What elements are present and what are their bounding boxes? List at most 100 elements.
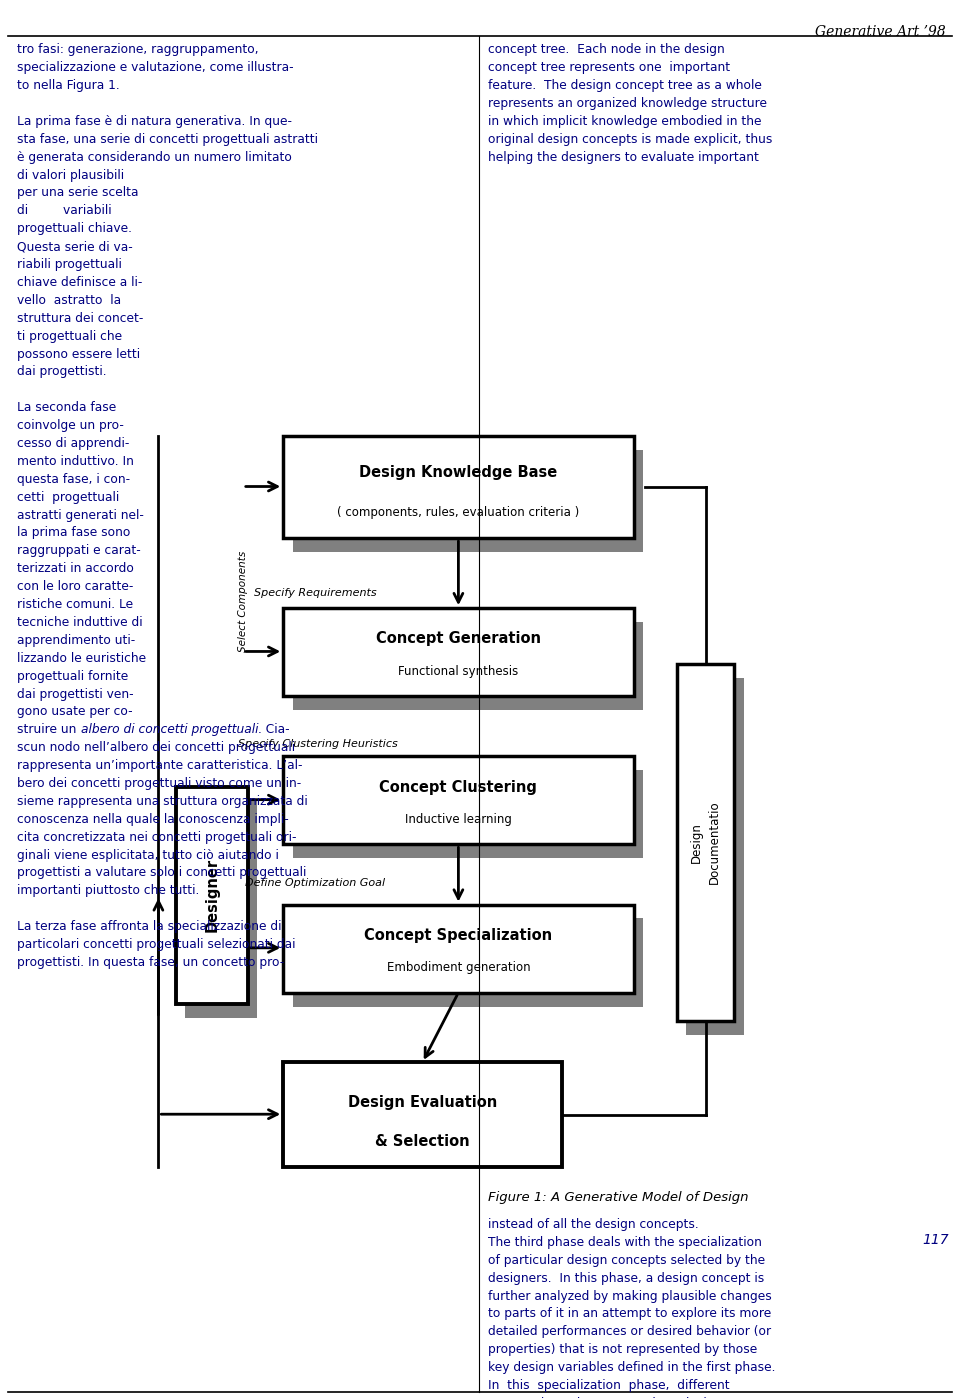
Text: & Selection: & Selection: [375, 1134, 469, 1149]
Text: bero dei concetti progettuali visto come un in-: bero dei concetti progettuali visto come…: [17, 777, 301, 790]
Text: rappresenta un’importante caratteristica. L’al-: rappresenta un’importante caratteristica…: [17, 759, 302, 772]
Text: cetti  progettuali: cetti progettuali: [17, 491, 120, 503]
Text: albero di concetti progettuali: albero di concetti progettuali: [81, 723, 258, 737]
Text: Concept Specialization: Concept Specialization: [365, 928, 552, 942]
Text: apprendimento uti-: apprendimento uti-: [17, 633, 135, 647]
Text: progettuali fornite: progettuali fornite: [17, 670, 129, 682]
Text: to parts of it in an attempt to explore its more: to parts of it in an attempt to explore …: [488, 1307, 771, 1320]
Text: importanti piuttosto che tutti.: importanti piuttosto che tutti.: [17, 885, 200, 898]
Text: Design Evaluation: Design Evaluation: [348, 1095, 497, 1110]
Text: 117: 117: [922, 1233, 948, 1247]
Text: Generative Art ’98: Generative Art ’98: [815, 25, 946, 39]
Text: struttura dei concet-: struttura dei concet-: [17, 312, 144, 324]
Text: gono usate per co-: gono usate per co-: [17, 706, 132, 719]
Text: feature.  The design concept tree as a whole: feature. The design concept tree as a wh…: [488, 80, 761, 92]
Text: Specify Requirements: Specify Requirements: [254, 589, 377, 598]
Text: dai progettisti ven-: dai progettisti ven-: [17, 688, 133, 700]
Bar: [185, 801, 257, 1018]
Text: particolari concetti progettuali selezionati dai: particolari concetti progettuali selezio…: [17, 938, 296, 951]
Text: Inductive learning: Inductive learning: [405, 814, 512, 826]
Text: progettisti. In questa fase, un concetto pro-: progettisti. In questa fase, un concetto…: [17, 956, 284, 969]
Text: struire un: struire un: [17, 723, 81, 737]
Text: conoscenza nella quale la conoscenza impli-: conoscenza nella quale la conoscenza imp…: [17, 812, 289, 826]
Text: progettuali chiave.: progettuali chiave.: [17, 222, 132, 235]
Text: cita concretizzata nei concetti progettuali ori-: cita concretizzata nei concetti progettu…: [17, 830, 297, 843]
Text: Questa serie di va-: Questa serie di va-: [17, 240, 133, 253]
Text: tro fasi: generazione, raggruppamento,: tro fasi: generazione, raggruppamento,: [17, 43, 259, 56]
Text: In  this  specialization  phase,  different: In this specialization phase, different: [488, 1378, 730, 1392]
Text: La seconda fase: La seconda fase: [17, 401, 116, 414]
Text: instead of all the design concepts.: instead of all the design concepts.: [488, 1218, 699, 1230]
Text: Select Components: Select Components: [238, 551, 248, 651]
Text: scun nodo nell’albero dei concetti progettuali: scun nodo nell’albero dei concetti proge…: [17, 741, 296, 754]
Text: dai progettisti.: dai progettisti.: [17, 365, 107, 379]
Bar: [283, 1062, 562, 1167]
Text: raggruppati e carat-: raggruppati e carat-: [17, 544, 141, 558]
Bar: [293, 918, 643, 1007]
Bar: [293, 770, 643, 858]
Text: ristiche comuni. Le: ristiche comuni. Le: [17, 598, 133, 611]
Bar: [283, 436, 634, 538]
Text: ginali viene esplicitata, tutto ciò aiutando i: ginali viene esplicitata, tutto ciò aiut…: [17, 849, 279, 861]
Bar: [293, 622, 643, 710]
Text: questa fase, i con-: questa fase, i con-: [17, 473, 131, 485]
Bar: [176, 787, 248, 1004]
Text: con le loro caratte-: con le loro caratte-: [17, 580, 133, 593]
Text: La prima fase è di natura generativa. In que-: La prima fase è di natura generativa. In…: [17, 115, 292, 127]
Text: per una serie scelta: per una serie scelta: [17, 186, 139, 200]
Text: cesso di apprendi-: cesso di apprendi-: [17, 438, 130, 450]
Text: ti progettuali che: ti progettuali che: [17, 330, 123, 343]
Text: progettisti a valutare solo i concetti progettuali: progettisti a valutare solo i concetti p…: [17, 867, 306, 879]
Text: represents an organized knowledge structure: represents an organized knowledge struct…: [488, 96, 767, 110]
Text: key design variables defined in the first phase.: key design variables defined in the firs…: [488, 1362, 775, 1374]
Text: designers.  In this phase, a design concept is: designers. In this phase, a design conce…: [488, 1272, 764, 1285]
Text: Embodiment generation: Embodiment generation: [387, 962, 530, 974]
Text: specializzazione e valutazione, come illustra-: specializzazione e valutazione, come ill…: [17, 62, 294, 74]
Text: astratti generati nel-: astratti generati nel-: [17, 509, 144, 521]
Text: sta fase, una serie di concetti progettuali astratti: sta fase, una serie di concetti progettu…: [17, 133, 319, 145]
Text: concept tree.  Each node in the design: concept tree. Each node in the design: [488, 43, 725, 56]
Text: original design concepts is made explicit, thus: original design concepts is made explici…: [488, 133, 772, 145]
Text: chiave definisce a li-: chiave definisce a li-: [17, 275, 143, 289]
Text: further analyzed by making plausible changes: further analyzed by making plausible cha…: [488, 1289, 772, 1303]
Text: properties) that is not represented by those: properties) that is not represented by t…: [488, 1343, 756, 1356]
Text: Functional synthesis: Functional synthesis: [398, 665, 518, 678]
Text: ( components, rules, evaluation criteria ): ( components, rules, evaluation criteria…: [337, 506, 580, 519]
Text: Figure 1: A Generative Model of Design: Figure 1: A Generative Model of Design: [488, 1191, 748, 1204]
Bar: [283, 608, 634, 696]
Text: lizzando le euristiche: lizzando le euristiche: [17, 651, 147, 664]
Text: di valori plausibili: di valori plausibili: [17, 169, 125, 182]
Text: Design
Documentatio: Design Documentatio: [690, 801, 721, 884]
Bar: [293, 450, 643, 552]
Bar: [283, 905, 634, 993]
Text: sieme rappresenta una struttura organizzata di: sieme rappresenta una struttura organizz…: [17, 795, 308, 808]
Text: detailed performances or desired behavior (or: detailed performances or desired behavio…: [488, 1325, 771, 1338]
Text: possono essere letti: possono essere letti: [17, 348, 140, 361]
Text: è generata considerando un numero limitato: è generata considerando un numero limita…: [17, 151, 292, 164]
Text: . Cia-: . Cia-: [258, 723, 290, 737]
Text: Design Knowledge Base: Design Knowledge Base: [359, 466, 558, 481]
Text: helping the designers to evaluate important: helping the designers to evaluate import…: [488, 151, 758, 164]
Text: Designer: Designer: [204, 858, 219, 932]
Text: Concept Generation: Concept Generation: [376, 632, 540, 646]
Bar: [686, 678, 744, 1035]
Text: Specify Clustering Heuristics: Specify Clustering Heuristics: [238, 740, 397, 749]
Text: of particular design concepts selected by the: of particular design concepts selected b…: [488, 1254, 765, 1267]
Text: terizzati in accordo: terizzati in accordo: [17, 562, 134, 575]
Bar: [677, 664, 734, 1021]
Text: coinvolge un pro-: coinvolge un pro-: [17, 419, 124, 432]
Text: Define Optimization Goal: Define Optimization Goal: [245, 878, 385, 888]
Text: vello  astratto  la: vello astratto la: [17, 294, 121, 306]
Text: riabili progettuali: riabili progettuali: [17, 259, 122, 271]
Bar: [283, 756, 634, 844]
Text: la prima fase sono: la prima fase sono: [17, 527, 131, 540]
Text: di         variabili: di variabili: [17, 204, 112, 217]
Text: Concept Clustering: Concept Clustering: [379, 780, 538, 794]
Text: to nella Figura 1.: to nella Figura 1.: [17, 80, 120, 92]
Text: The third phase deals with the specialization: The third phase deals with the specializ…: [488, 1236, 761, 1248]
Text: mento induttivo. In: mento induttivo. In: [17, 454, 134, 468]
Text: in which implicit knowledge embodied in the: in which implicit knowledge embodied in …: [488, 115, 761, 127]
Text: concept tree represents one  important: concept tree represents one important: [488, 62, 730, 74]
Text: La terza fase affronta la specializzazione di: La terza fase affronta la specializzazio…: [17, 920, 282, 932]
Text: tecniche induttive di: tecniche induttive di: [17, 617, 143, 629]
